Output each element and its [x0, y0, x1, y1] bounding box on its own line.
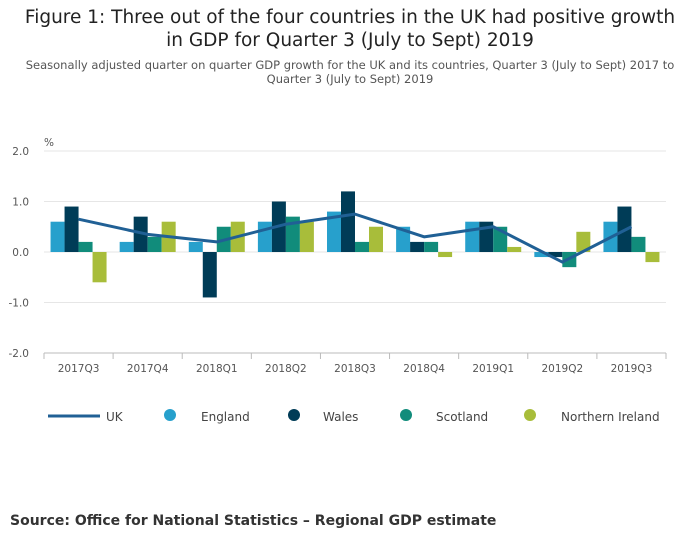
y-tick-label: -2.0 [9, 348, 30, 360]
legend: UK England Wales Scotland Northern Ireland [48, 409, 660, 424]
x-tick-label-2018q4: 2018Q4 [403, 363, 445, 375]
bars [50, 191, 660, 298]
x-tick-label-2019q2: 2019Q2 [541, 363, 583, 375]
legend-label-northern-ireland: Northern Ireland [561, 410, 660, 424]
bar-england-2017q3 [50, 221, 65, 252]
bar-scotland-2018q2 [285, 216, 300, 252]
line-uk [78, 212, 633, 264]
bar-wales-2018q4 [410, 241, 425, 252]
bar-wales-2018q1 [202, 252, 217, 298]
y-tick-label: -1.0 [9, 298, 30, 310]
bar-northern-ireland-2018q4 [438, 252, 453, 258]
bar-scotland-2017q3 [78, 241, 93, 252]
x-tick-label-2017q3: 2017Q3 [58, 363, 100, 375]
legend-swatch-wales [288, 409, 300, 421]
bar-northern-ireland-2019q1 [507, 246, 522, 252]
y-tick-label: 0.0 [12, 247, 29, 259]
bar-wales-2018q3 [341, 191, 355, 252]
bar-northern-ireland-2018q3 [369, 226, 383, 252]
bar-northern-ireland-2019q2 [576, 231, 591, 252]
bar-england-2018q4 [396, 226, 411, 252]
x-tick-label-2018q3: 2018Q3 [334, 363, 376, 375]
bar-scotland-2019q3 [631, 236, 646, 252]
legend-swatch-northern-ireland [524, 409, 536, 421]
chart-title: Figure 1: Three out of the four countrie… [24, 7, 676, 51]
y-axis-label: % [44, 137, 54, 149]
bar-wales-2017q3 [64, 206, 79, 252]
bar-scotland-2018q4 [424, 241, 439, 252]
legend-swatch-scotland [400, 409, 412, 421]
bar-northern-ireland-2017q3 [92, 252, 107, 283]
legend-label-england: England [201, 410, 250, 424]
chart-subtitle: Seasonally adjusted quarter on quarter G… [25, 58, 675, 86]
bar-england-2019q1 [465, 221, 480, 252]
x-tick-label-2018q1: 2018Q1 [196, 363, 238, 375]
bar-wales-2019q2 [548, 252, 563, 258]
legend-label-uk: UK [106, 410, 124, 424]
x-tick-label-2019q1: 2019Q1 [472, 363, 514, 375]
y-tick-label: 1.0 [12, 197, 29, 209]
x-tick-label-2017q4: 2017Q4 [127, 363, 169, 375]
source-note: Source: Office for National Statistics –… [10, 513, 497, 529]
bar-england-2018q1 [188, 241, 203, 252]
x-axis: 2017Q3 2017Q4 2018Q1 2018Q2 2018Q3 2018Q4 2019… [43, 352, 667, 375]
x-tick-label-2018q2: 2018Q2 [265, 363, 307, 375]
y-axis: 2.0 1.0 0.0 -1.0 -2.0% [9, 137, 55, 360]
legend-label-scotland: Scotland [436, 410, 488, 424]
bar-northern-ireland-2019q3 [645, 252, 660, 263]
bar-northern-ireland-2018q2 [299, 221, 314, 252]
x-tick-label-2019q3: 2019Q3 [611, 363, 653, 375]
legend-swatch-england [164, 409, 176, 421]
bar-scotland-2017q4 [147, 236, 162, 252]
legend-label-wales: Wales [323, 410, 358, 424]
bar-scotland-2018q3 [355, 241, 369, 252]
bar-england-2018q3 [327, 211, 341, 252]
uk-line [78, 212, 633, 264]
y-tick-label: 2.0 [12, 146, 29, 158]
bar-england-2017q4 [119, 241, 134, 252]
bar-england-2018q2 [257, 221, 272, 252]
bar-england-2019q2 [534, 252, 549, 258]
